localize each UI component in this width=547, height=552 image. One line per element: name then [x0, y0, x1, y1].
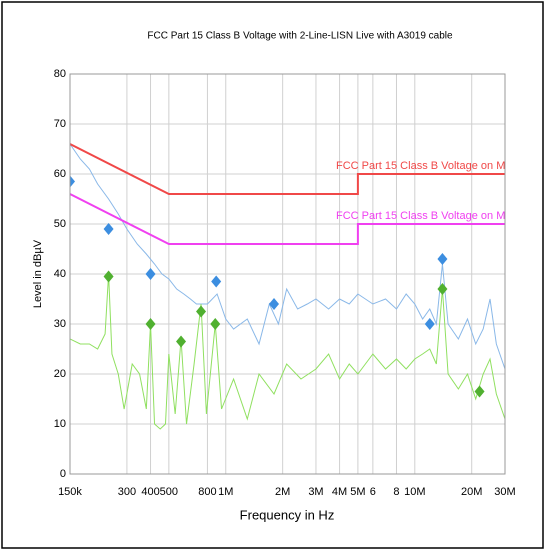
x-tick-label: 20M: [461, 486, 482, 498]
x-tick-label: 6: [370, 486, 376, 498]
x-tick-label: 5M: [350, 486, 365, 498]
y-tick-label: 30: [54, 318, 66, 330]
diamond-marker: [424, 318, 435, 330]
x-tick-label: 2M: [275, 486, 290, 498]
x-axis-label: Frequency in Hz: [240, 507, 335, 522]
diamond-marker: [103, 223, 114, 235]
diamond-marker: [210, 318, 221, 330]
diamond-marker: [103, 270, 114, 283]
x-tick-label: 500: [160, 486, 178, 498]
x-tick-label: 4M: [332, 486, 347, 498]
x-tick-label: 8: [393, 486, 399, 498]
y-tick-label: 70: [54, 118, 66, 130]
diamond-marker: [145, 268, 156, 280]
grid: [69, 73, 506, 475]
limit-label: FCC Part 15 Class B Voltage on Mains A: [336, 210, 536, 222]
axes: [69, 73, 506, 475]
y-tick-label: 80: [54, 68, 66, 80]
trace-line: [70, 273, 505, 430]
diamond-marker: [474, 385, 485, 398]
diamond-marker: [145, 318, 156, 330]
y-tick-label: 0: [60, 468, 66, 480]
limit-line: [70, 193, 505, 245]
x-tick-label: 400: [141, 486, 159, 498]
x-tick-label: 300: [118, 486, 136, 498]
y-tick-label: 60: [54, 168, 66, 180]
limit-line: [70, 143, 505, 195]
y-axis-label: Level in dBµV: [32, 239, 44, 308]
y-tick-label: 20: [54, 368, 66, 380]
x-tick-label: 30M: [494, 486, 515, 498]
x-tick-label: 10M: [404, 486, 425, 498]
diamond-marker: [176, 335, 187, 348]
plot-area: FCC Part 15 Class B Voltage on Mains Q FC…: [70, 143, 538, 430]
plot-border: [69, 73, 506, 475]
chart-title: FCC Part 15 Class B Voltage with 2-Line-…: [147, 31, 453, 42]
diamond-marker: [269, 298, 280, 310]
x-tick-label: 3M: [308, 486, 323, 498]
y-tick-label: 10: [54, 418, 66, 430]
y-tick-label: 50: [54, 218, 66, 230]
diamond-marker: [196, 305, 207, 318]
diamond-marker: [437, 283, 448, 295]
x-tick-label: 150k: [58, 486, 82, 498]
limit-label: FCC Part 15 Class B Voltage on Mains Q: [336, 160, 538, 172]
diamond-marker: [437, 253, 448, 265]
x-tick-label: 1M: [218, 486, 233, 498]
diamond-marker: [211, 275, 222, 288]
x-tick-label: 800: [198, 486, 216, 498]
y-tick-label: 40: [54, 268, 66, 280]
diamond-marker: [70, 175, 75, 188]
